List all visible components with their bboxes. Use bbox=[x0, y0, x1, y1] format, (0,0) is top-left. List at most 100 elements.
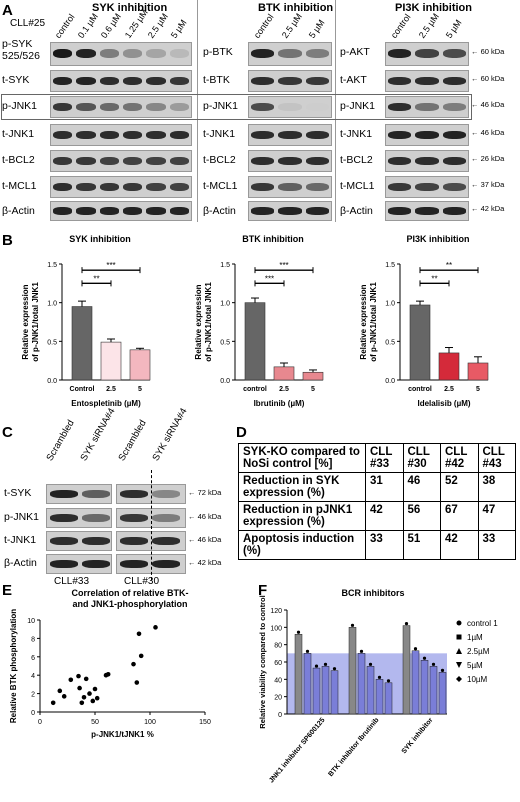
scatter-point bbox=[136, 631, 142, 637]
blot-band bbox=[152, 537, 180, 545]
blot-band bbox=[169, 207, 189, 215]
blot-band bbox=[123, 49, 143, 59]
y-tick-label: 0.5 bbox=[385, 339, 395, 346]
protein-label: β-Actin bbox=[340, 205, 373, 217]
blot-strip bbox=[385, 150, 469, 172]
legend-label: 5µM bbox=[467, 661, 483, 670]
blot-strip bbox=[248, 96, 332, 118]
table-cell: 33 bbox=[365, 530, 404, 560]
x-axis-label: Ibrutinib (µM) bbox=[254, 399, 305, 408]
bar bbox=[303, 653, 312, 715]
table-cell: 46 bbox=[402, 472, 441, 502]
scatter-point bbox=[68, 677, 74, 683]
protein-label: t-BCL2 bbox=[340, 154, 373, 166]
bar bbox=[420, 660, 429, 715]
replicate-point bbox=[314, 664, 319, 668]
kda-marker: ← 37 kDa bbox=[471, 180, 505, 189]
cll-sample-label: CLL#25 bbox=[10, 18, 46, 29]
scatter-point bbox=[61, 694, 67, 699]
protein-label: p-JNK1 bbox=[4, 511, 40, 523]
blot-band bbox=[99, 182, 119, 191]
blot-strip bbox=[248, 124, 332, 146]
kda-marker: ← 42 kDa bbox=[471, 204, 505, 213]
y-tick-label: 0.0 bbox=[385, 378, 395, 385]
table-header-cell: CLL #30 bbox=[402, 443, 441, 473]
blot-strip bbox=[385, 96, 469, 118]
bar bbox=[312, 667, 321, 715]
blot-band bbox=[123, 182, 143, 191]
y-tick-label: 80 bbox=[274, 643, 282, 650]
legend-marker bbox=[456, 648, 462, 654]
y-tick-label: 100 bbox=[270, 625, 282, 632]
significance-label: *** bbox=[106, 261, 115, 270]
blot-band bbox=[305, 156, 329, 165]
table-cell: 38 bbox=[477, 472, 516, 502]
blot-band bbox=[50, 537, 78, 545]
significance-label: ** bbox=[93, 274, 99, 283]
lane-label: 5 µM bbox=[306, 17, 327, 40]
protein-label: t-BTK bbox=[203, 74, 230, 86]
legend-label: 10µM bbox=[467, 675, 488, 684]
x-tick-label: JNK1 inhibitor SP600125 bbox=[268, 717, 326, 785]
panel-d-table: SYK-KO compared to NoSi control [%] CLL … bbox=[238, 443, 516, 560]
y-axis-label-line: of p-JNK1/total JNK1 bbox=[204, 282, 213, 362]
blot-band bbox=[442, 182, 466, 191]
blot-band bbox=[305, 207, 329, 215]
protein-label: t-MCL1 bbox=[340, 180, 375, 192]
scatter-point bbox=[138, 653, 144, 659]
significance-label: ** bbox=[446, 261, 452, 270]
blot-group-title: BTK inhibition bbox=[258, 2, 334, 14]
table-cell: Apoptosis induction (%) bbox=[238, 530, 366, 560]
lane-divider-dashed bbox=[151, 470, 152, 580]
protein-label: t-MCL1 bbox=[203, 180, 238, 192]
blot-band bbox=[152, 514, 180, 522]
y-axis-label-line: Relative expression bbox=[359, 284, 368, 359]
blot-band bbox=[76, 207, 96, 215]
protein-label: p-JNK1 bbox=[340, 100, 376, 112]
lane-label: Scrambled bbox=[44, 418, 77, 463]
y-tick-label: 1.0 bbox=[385, 301, 395, 308]
y-tick-label: 40 bbox=[274, 677, 282, 684]
blot-band bbox=[146, 102, 166, 111]
panel-label-c: C bbox=[2, 424, 13, 441]
lane-label: 5 µM bbox=[168, 17, 189, 40]
y-tick-label: 1.5 bbox=[385, 262, 395, 269]
blot-band bbox=[76, 76, 96, 85]
replicate-point bbox=[413, 647, 418, 651]
blot-band bbox=[146, 207, 166, 215]
bar bbox=[348, 627, 357, 715]
blot-strip bbox=[46, 484, 112, 504]
protein-label: t-AKT bbox=[340, 74, 367, 86]
table-header-cell: CLL #43 bbox=[477, 443, 516, 473]
x-axis-label: Entospletinib (µM) bbox=[71, 399, 141, 408]
bar bbox=[438, 672, 447, 715]
lane-label: 5 µM bbox=[443, 17, 464, 40]
table-header-cell: CLL #42 bbox=[440, 443, 479, 473]
blot-band bbox=[388, 182, 412, 191]
blot-band bbox=[120, 490, 148, 498]
blot-band bbox=[76, 102, 96, 111]
scatter-point bbox=[81, 694, 87, 700]
scatter-point bbox=[134, 680, 140, 685]
y-tick-label: 1.5 bbox=[47, 262, 57, 269]
y-axis-label-line: of p-JNK1/total JNK1 bbox=[369, 282, 378, 362]
replicate-point bbox=[359, 649, 364, 653]
blot-band bbox=[82, 514, 110, 522]
blot-band bbox=[53, 156, 73, 165]
scatter-point bbox=[105, 671, 111, 677]
pjnk1-highlight-box bbox=[1, 94, 472, 120]
significance-label: *** bbox=[265, 274, 274, 283]
x-tick-label: 100 bbox=[144, 719, 156, 726]
y-tick-label: 2 bbox=[31, 692, 35, 699]
blot-band bbox=[146, 182, 166, 191]
chart-title: SYK inhibition bbox=[69, 234, 131, 244]
bar bbox=[71, 306, 93, 381]
lane-label: 2.5 µM bbox=[279, 11, 304, 41]
bar bbox=[411, 650, 420, 715]
blot-strip bbox=[50, 70, 192, 92]
table-cell: 47 bbox=[477, 501, 516, 531]
protein-label: p-JNK1 bbox=[203, 100, 239, 112]
kda-marker: ← 46 kDa bbox=[188, 512, 222, 521]
y-axis-label-line: Relative expression bbox=[194, 284, 203, 359]
blot-strip bbox=[248, 176, 332, 198]
